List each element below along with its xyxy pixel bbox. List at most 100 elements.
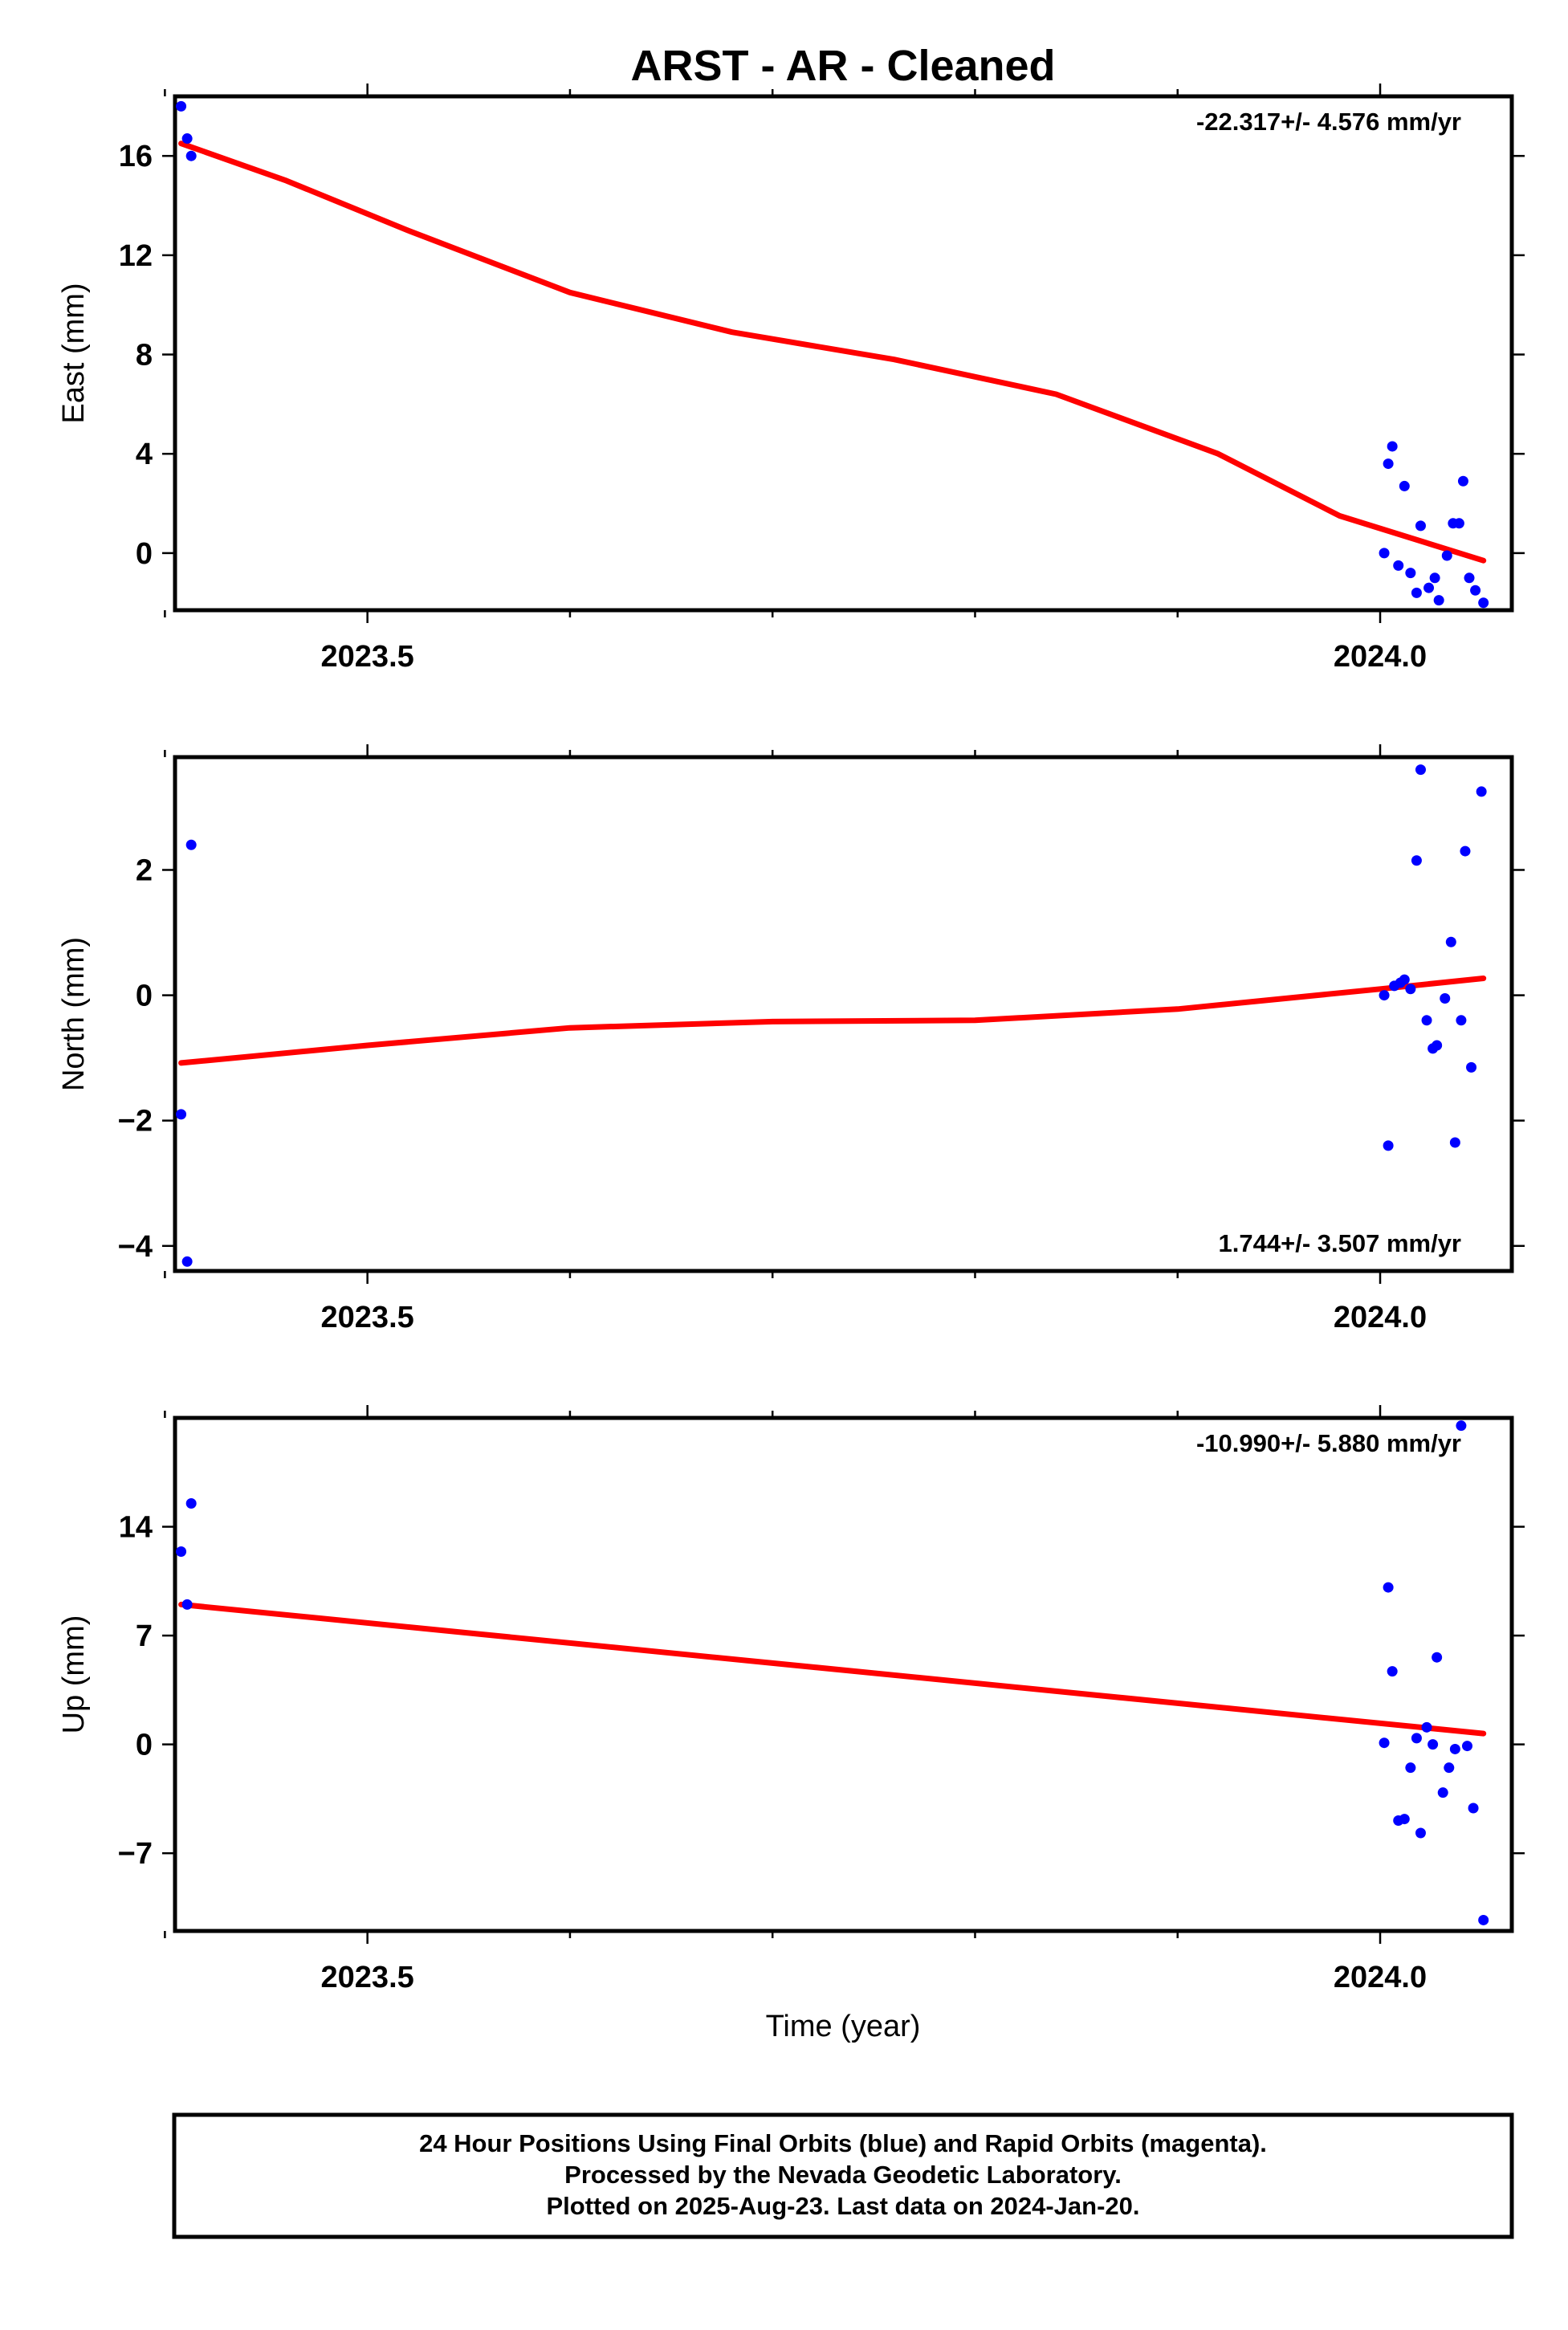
footer-frame [172, 2112, 1514, 2239]
east-data-point [1415, 520, 1426, 532]
north-model-line [178, 976, 1487, 1066]
east-data-point [1387, 441, 1398, 452]
east-x-tick-label: 2023.5 [321, 640, 414, 674]
east-y-tick-label: 8 [136, 339, 153, 373]
east-data-point [1464, 572, 1475, 584]
up-data-point [1468, 1802, 1479, 1814]
chart-title: ARST - AR - Cleaned [630, 42, 1055, 90]
east-data-point [1453, 518, 1464, 529]
east-data-point [1457, 475, 1468, 487]
up-y-axis-label: Up (mm) [57, 1615, 91, 1734]
east-model-line [178, 141, 1487, 564]
footer-line-3: Plotted on 2025-Aug-23. Last data on 202… [546, 2192, 1139, 2220]
up-data-point [185, 1498, 197, 1509]
up-data-point [1387, 1666, 1398, 1677]
north-data-point [1466, 1061, 1477, 1073]
up-data-point [1444, 1762, 1455, 1774]
east-y-tick-label: 4 [136, 438, 153, 471]
east-data-point [1379, 548, 1390, 559]
east-data-point [1383, 458, 1394, 470]
north-y-tick-label: 0 [136, 980, 153, 1013]
footer-line-2: Processed by the Nevada Geodetic Laborat… [564, 2161, 1122, 2189]
east-data-point [185, 150, 197, 161]
up-rate-label: -10.990+/- 5.880 mm/yr [1196, 1429, 1461, 1457]
north-x-tick-label: 2023.5 [321, 1301, 414, 1334]
east-x-tick-label: 2024.0 [1334, 640, 1427, 674]
north-frame [173, 755, 1514, 1273]
up-data-point [1432, 1652, 1443, 1663]
north-data-point [1440, 992, 1451, 1004]
up-y-tick-label: 0 [136, 1729, 153, 1762]
north-rate-label: 1.744+/- 3.507 mm/yr [1219, 1229, 1461, 1257]
east-rate-label: -22.317+/- 4.576 mm/yr [1196, 108, 1461, 136]
up-data-point [1405, 1762, 1416, 1774]
north-x-tick-label: 2024.0 [1334, 1301, 1427, 1334]
north-data-point [1415, 764, 1426, 776]
east-data-point [1441, 550, 1452, 561]
up-data-point [1462, 1741, 1472, 1752]
north-data-point [185, 839, 197, 850]
east-data-point [1399, 480, 1410, 491]
up-data-point [1449, 1743, 1460, 1754]
east-data-point [1423, 582, 1435, 593]
north-data-point [1383, 1140, 1394, 1151]
east-data-point [181, 133, 193, 145]
north-data-point [1379, 990, 1390, 1001]
up-y-tick-label: −7 [118, 1837, 153, 1871]
up-x-tick-label: 2024.0 [1334, 1961, 1427, 1994]
north-data-point [1449, 1137, 1460, 1148]
east-frame [173, 94, 1514, 613]
up-data-point [1411, 1733, 1422, 1744]
east-data-point [1433, 595, 1444, 606]
east-y-axis-label: East (mm) [57, 283, 91, 423]
up-x-tick-label: 2023.5 [321, 1961, 414, 1994]
up-panel: 2023.5 2024.0 −7 0 7 14 Up (mm) -10.990+/- 5.88… [57, 1405, 1525, 1994]
up-data-point [1437, 1787, 1448, 1798]
east-data-point [1411, 587, 1422, 598]
north-data-point [1456, 1015, 1467, 1026]
north-data-point [1460, 845, 1471, 857]
east-data-point [1470, 585, 1481, 596]
east-data-point [1478, 597, 1489, 609]
north-y-axis-label: North (mm) [57, 937, 91, 1091]
north-data-point [1432, 1040, 1443, 1051]
east-data-point [1393, 560, 1404, 571]
up-data-point [1456, 1420, 1467, 1432]
north-data-point [1405, 984, 1416, 995]
up-data-point [176, 1546, 187, 1558]
up-data-point [1478, 1914, 1489, 1925]
east-panel: 2023.5 2024.0 0 4 8 12 16 East (mm) -22.317+/- 4… [57, 84, 1525, 674]
east-data-point [176, 100, 187, 112]
north-data-point [1421, 1015, 1432, 1026]
up-data-point [1415, 1827, 1426, 1839]
up-data-point [1379, 1737, 1390, 1749]
north-y-tick-label: 2 [136, 853, 153, 887]
north-y-tick-label: −4 [118, 1230, 153, 1264]
up-y-tick-label: 14 [119, 1511, 153, 1545]
footer-line-1: 24 Hour Positions Using Final Orbits (bl… [419, 2129, 1267, 2157]
north-data-point [1476, 786, 1487, 797]
north-data-point [176, 1109, 187, 1120]
east-data-point [1405, 568, 1416, 579]
east-y-tick-label: 12 [119, 239, 153, 273]
north-data-point [181, 1256, 193, 1267]
up-data-point [1399, 1814, 1410, 1825]
x-axis-label: Time (year) [766, 2010, 921, 2043]
north-y-tick-label: −2 [118, 1105, 153, 1139]
up-data-point [1427, 1739, 1439, 1750]
north-data-point [1411, 855, 1422, 866]
east-y-tick-label: 0 [136, 537, 153, 571]
north-data-point [1399, 974, 1410, 985]
footer-box: 24 Hour Positions Using Final Orbits (bl… [172, 2112, 1514, 2239]
up-data-point [181, 1599, 193, 1610]
up-y-tick-label: 7 [136, 1619, 153, 1653]
north-panel: 2023.5 2024.0 −4 −2 0 2 North (mm) 1.744+/- 3.5… [57, 744, 1525, 1334]
up-data-point [1383, 1582, 1394, 1593]
east-y-tick-label: 16 [119, 140, 153, 173]
up-frame [173, 1416, 1514, 1933]
east-data-point [1429, 572, 1440, 584]
up-data-point [1421, 1721, 1432, 1733]
up-model-line [178, 1601, 1487, 1737]
north-data-point [1445, 936, 1456, 947]
